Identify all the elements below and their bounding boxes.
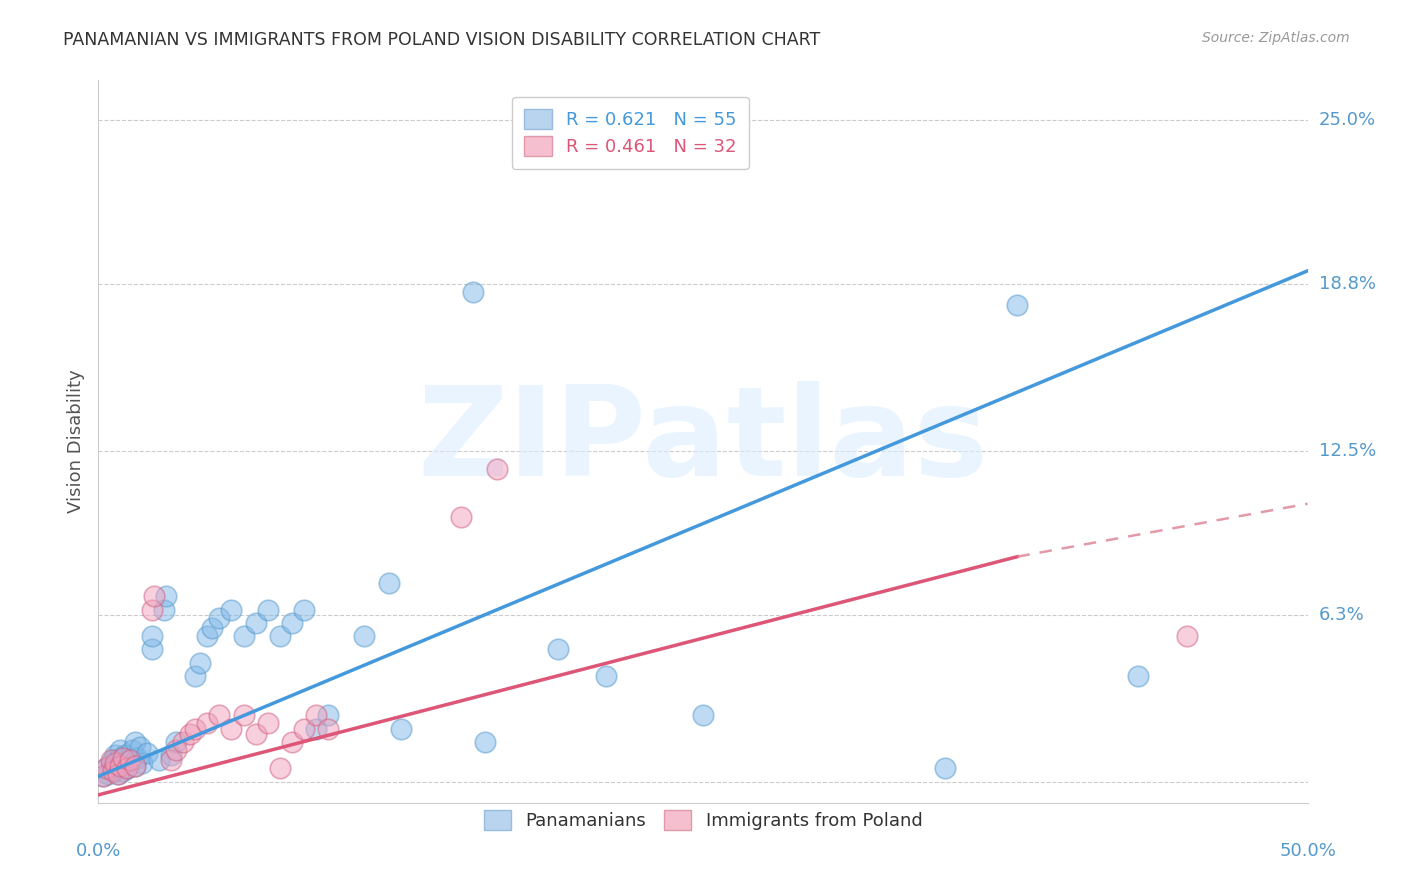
Point xyxy=(94,761,117,775)
Point xyxy=(692,708,714,723)
Point xyxy=(450,510,472,524)
Point xyxy=(100,756,122,770)
Point xyxy=(111,764,134,778)
Point xyxy=(111,756,134,770)
Point xyxy=(127,751,149,765)
Point xyxy=(165,735,187,749)
Point xyxy=(94,761,117,775)
Point xyxy=(184,722,207,736)
Text: ZIPatlas: ZIPatlas xyxy=(418,381,988,502)
Point xyxy=(292,722,315,736)
Point xyxy=(1175,629,1198,643)
Point xyxy=(141,642,163,657)
Point xyxy=(104,761,127,775)
Point xyxy=(155,590,177,604)
Legend: Panamanians, Immigrants from Poland: Panamanians, Immigrants from Poland xyxy=(477,803,929,837)
Point xyxy=(245,615,267,630)
Point xyxy=(101,764,124,778)
Point xyxy=(91,769,114,783)
Point xyxy=(108,751,131,765)
Point xyxy=(117,761,139,775)
Text: 18.8%: 18.8% xyxy=(1319,275,1375,293)
Point xyxy=(292,602,315,616)
Point xyxy=(91,769,114,783)
Point xyxy=(141,602,163,616)
Text: 6.3%: 6.3% xyxy=(1319,606,1364,624)
Point xyxy=(208,708,231,723)
Point xyxy=(486,462,509,476)
Point xyxy=(172,735,194,749)
Point xyxy=(107,766,129,780)
Point xyxy=(221,602,243,616)
Point xyxy=(305,722,328,736)
Point xyxy=(1007,298,1029,312)
Point xyxy=(934,761,956,775)
Point xyxy=(316,722,339,736)
Point xyxy=(107,758,129,772)
Text: 12.5%: 12.5% xyxy=(1319,442,1376,459)
Point xyxy=(101,764,124,778)
Point xyxy=(389,722,412,736)
Point xyxy=(269,629,291,643)
Point xyxy=(100,754,122,768)
Text: Source: ZipAtlas.com: Source: ZipAtlas.com xyxy=(1202,31,1350,45)
Text: PANAMANIAN VS IMMIGRANTS FROM POLAND VISION DISABILITY CORRELATION CHART: PANAMANIAN VS IMMIGRANTS FROM POLAND VIS… xyxy=(63,31,821,49)
Point xyxy=(128,740,150,755)
Point xyxy=(595,669,617,683)
Point xyxy=(377,576,399,591)
Point xyxy=(148,754,170,768)
Point xyxy=(101,754,124,768)
Point xyxy=(281,615,304,630)
Point xyxy=(135,746,157,760)
Point xyxy=(160,748,183,763)
Point xyxy=(195,629,218,643)
Point xyxy=(1128,669,1150,683)
Y-axis label: Vision Disability: Vision Disability xyxy=(66,369,84,514)
Point xyxy=(256,716,278,731)
Point xyxy=(232,629,254,643)
Point xyxy=(547,642,569,657)
Point xyxy=(305,708,328,723)
Point xyxy=(179,727,201,741)
Point xyxy=(124,735,146,749)
Point xyxy=(118,754,141,768)
Point xyxy=(184,669,207,683)
Point xyxy=(104,756,127,770)
Point xyxy=(281,735,304,749)
Point xyxy=(463,285,485,299)
Point xyxy=(114,748,136,763)
Point xyxy=(131,756,153,770)
Point xyxy=(108,758,131,772)
Point xyxy=(188,656,211,670)
Point xyxy=(108,743,131,757)
Point xyxy=(232,708,254,723)
Point xyxy=(121,743,143,757)
Point xyxy=(165,743,187,757)
Point xyxy=(245,727,267,741)
Point xyxy=(195,716,218,731)
Point xyxy=(143,590,166,604)
Point xyxy=(111,751,134,765)
Point xyxy=(474,735,496,749)
Point xyxy=(107,766,129,780)
Text: 50.0%: 50.0% xyxy=(1279,842,1336,860)
Point xyxy=(160,754,183,768)
Point xyxy=(104,748,127,763)
Text: 25.0%: 25.0% xyxy=(1319,111,1376,129)
Point xyxy=(124,758,146,772)
Point xyxy=(97,766,120,780)
Point xyxy=(353,629,375,643)
Point xyxy=(269,761,291,775)
Point xyxy=(117,761,139,775)
Point xyxy=(152,602,174,616)
Point xyxy=(221,722,243,736)
Point xyxy=(141,629,163,643)
Point xyxy=(124,758,146,772)
Point xyxy=(316,708,339,723)
Text: 0.0%: 0.0% xyxy=(76,842,121,860)
Point xyxy=(256,602,278,616)
Point xyxy=(208,610,231,624)
Point xyxy=(201,621,224,635)
Point xyxy=(118,754,141,768)
